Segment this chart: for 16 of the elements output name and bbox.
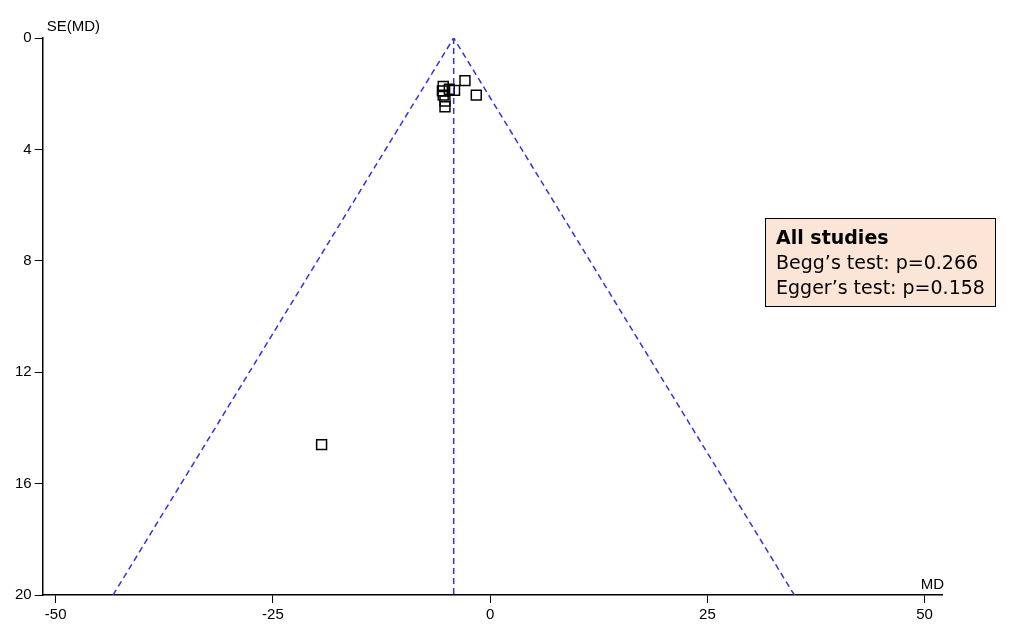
annotation: All studies <box>776 225 890 250</box>
annotation: Begg’s test: p=0.266 <box>776 250 980 275</box>
y-tick-label: 20 <box>15 585 32 603</box>
y-tick-label: 8 <box>23 250 32 268</box>
x-tick-label: -50 <box>44 605 67 623</box>
x-axis-title: MD <box>920 574 945 592</box>
x-tick-label: 25 <box>699 605 716 623</box>
annotation: Egger’s test: p=0.158 <box>776 275 985 300</box>
y-tick-label: 4 <box>23 139 32 157</box>
y-tick-label: 12 <box>15 362 32 380</box>
y-tick-label: 0 <box>23 28 32 46</box>
x-tick-label: 0 <box>486 605 495 623</box>
x-tick-label: 50 <box>916 605 933 623</box>
y-axis-title: SE(MD) <box>46 16 101 34</box>
y-tick-label: 16 <box>15 473 32 491</box>
x-tick-label: -25 <box>262 605 284 623</box>
